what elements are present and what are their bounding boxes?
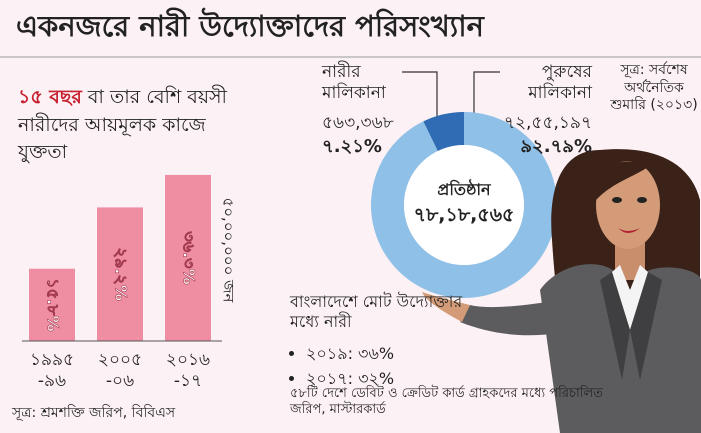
pie-slice [423, 112, 464, 152]
x-tick-label: ২০১৬ -১৭ [165, 350, 211, 392]
bar-title-text: বা তার বেশি বয়সী নারীদের আয়মূলক কাজে য… [18, 86, 227, 164]
pie-value-label: ৯২.৭৯% [520, 136, 592, 157]
leader-line [402, 71, 438, 128]
pie-category: পুরুষের মালিকানা [528, 62, 592, 104]
illustration [422, 149, 701, 433]
pie-hole [404, 145, 524, 265]
bar [97, 207, 143, 341]
bar-title: ১৫ বছর বা তার বেশি বয়সী নারীদের আয়মূলক… [18, 84, 243, 167]
bar-title-highlight: ১৫ বছর [18, 86, 82, 108]
x-tick-label: ২০০৫ -০৬ [97, 350, 143, 392]
bar-value-label: ১৫.৮% [44, 278, 63, 331]
pie-center-label: প্রতিষ্ঠান [437, 180, 491, 199]
pie-count: ৫৬৩,৩৬৮ [322, 113, 394, 133]
stats-source: ৫৮টি দেশে ডেবিট ও ক্রেডিট কার্ড গ্রাহকদে… [290, 386, 603, 418]
bar-value-label: ২৯.২% [112, 248, 131, 301]
bar [165, 174, 211, 341]
leader-line [473, 71, 500, 116]
pie-total: ৭৮,১৮,৫৬৫ [413, 204, 515, 226]
pie-slice [371, 112, 557, 298]
pie-value-label: ৭.২১% [322, 136, 382, 157]
stats-title: বাংলাদেশে মোট উদ্যোক্তার মধ্যে নারী [290, 292, 463, 331]
bar-source: সূত্র: শ্রমশক্তি জরিপ, বিবিএস [12, 405, 176, 421]
pie-category: নারীর মালিকানা [322, 62, 386, 104]
stats-item: ২০১৭: ৩২% [306, 367, 394, 392]
page-title: একনজরে নারী উদ্যোক্তাদের পরিসংখ্যান [16, 9, 484, 43]
bar-annotation: ৫০,০০,০০০ জন [220, 198, 238, 304]
stats-list: ২০১৯: ৩৬%২০১৭: ৩২% [290, 342, 394, 392]
stats-item: ২০১৯: ৩৬% [306, 342, 394, 367]
pie-source: সূত্র: সর্বশেষ অর্থনৈতিক শুমারি (২০১৩) [610, 62, 698, 113]
bar-value-label: ৩৬.৩% [180, 231, 199, 284]
x-tick-label: ১৯৯৫ -৯৬ [29, 350, 75, 392]
bar [29, 268, 75, 341]
pie-count: ৭২,৫৫,১৯৭ [503, 113, 592, 133]
